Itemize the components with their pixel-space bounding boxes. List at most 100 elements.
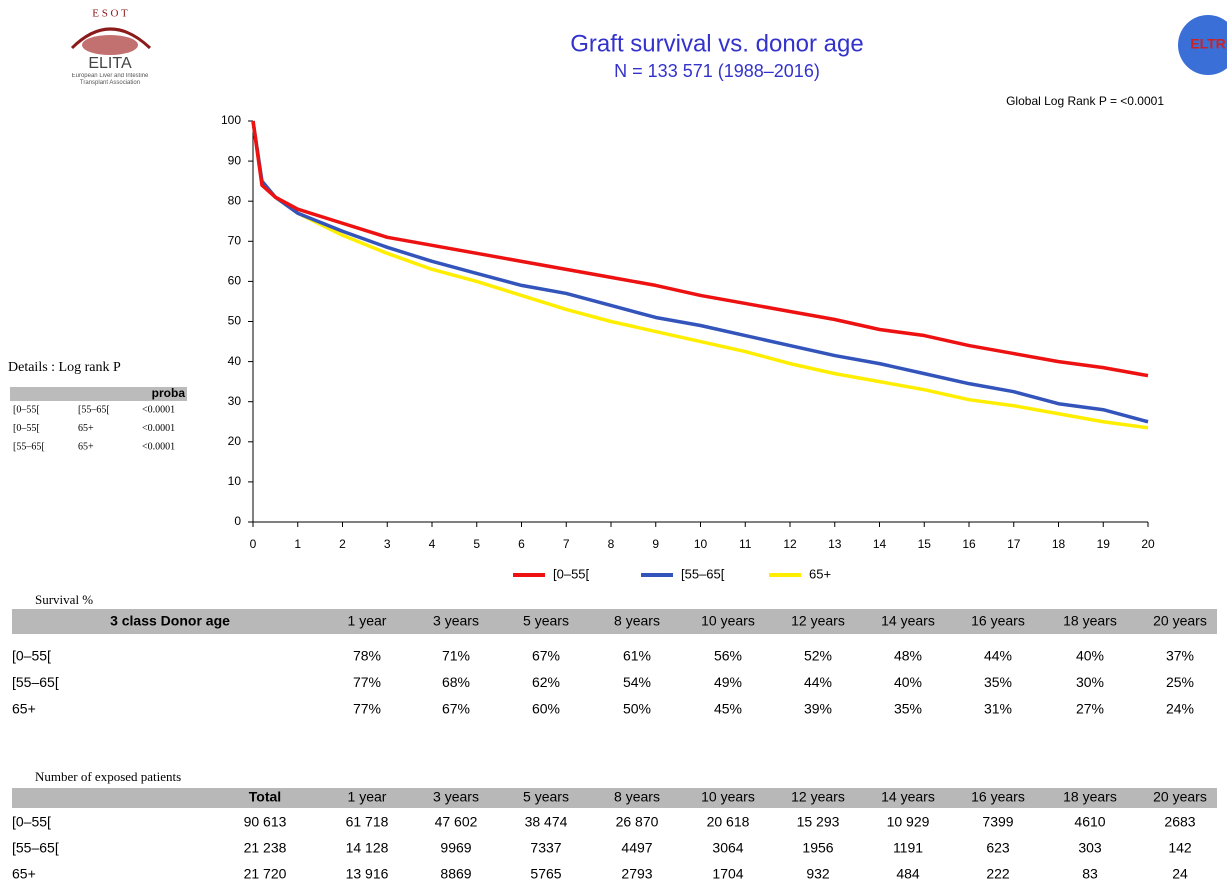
table-header-cell: 14 years <box>881 613 935 629</box>
table-cell: 484 <box>896 866 920 882</box>
details-cell: <0.0001 <box>142 441 175 452</box>
details-cell: [55–65[ <box>78 404 110 415</box>
table-cell: 3064 <box>712 840 743 856</box>
x-tick-label: 1 <box>294 537 301 551</box>
table-header-cell: 3 years <box>433 789 479 805</box>
table-cell: 26 870 <box>616 814 659 830</box>
table-cell: 932 <box>806 866 830 882</box>
table-cell: 77% <box>353 674 381 690</box>
details-cell: 65+ <box>78 441 94 452</box>
row-label: [0–55[ <box>12 648 51 664</box>
logo-globe <box>1178 15 1227 75</box>
table-header-cell: 8 years <box>614 789 660 805</box>
table-cell: 45% <box>714 701 742 717</box>
table-header-cell: 16 years <box>971 613 1025 629</box>
table-cell: 60% <box>532 701 560 717</box>
series-line <box>251 120 1149 378</box>
table-header-label: 3 class Donor age <box>110 613 230 629</box>
table-cell: 68% <box>442 674 470 690</box>
x-tick-label: 12 <box>783 537 797 551</box>
x-tick-label: 17 <box>1007 537 1021 551</box>
table-cell: 37% <box>1166 648 1194 664</box>
table-cell: 40% <box>1076 648 1104 664</box>
table-header-bar <box>12 609 1217 634</box>
y-tick-label: 50 <box>228 314 242 328</box>
table-cell: 623 <box>986 840 1010 856</box>
table-header-cell: 10 years <box>701 613 755 629</box>
table-header-cell: 5 years <box>523 613 569 629</box>
x-tick-label: 13 <box>828 537 842 551</box>
x-tick-label: 2 <box>339 537 346 551</box>
table-cell: 50% <box>623 701 651 717</box>
x-tick-label: 19 <box>1097 537 1111 551</box>
table-cell: 30% <box>1076 674 1104 690</box>
x-tick-label: 10 <box>694 537 708 551</box>
table-cell: 67% <box>532 648 560 664</box>
x-tick-label: 6 <box>518 537 525 551</box>
table-cell: 142 <box>1168 840 1192 856</box>
table-cell: 78% <box>353 648 381 664</box>
table-header-cell: 14 years <box>881 789 935 805</box>
details-cell: 65+ <box>78 423 94 434</box>
table-header-cell: 5 years <box>523 789 569 805</box>
table-cell: 4497 <box>621 840 652 856</box>
logo-subtitle: European Liver and Intestine Transplant … <box>71 73 149 86</box>
logo-sub-box: European Liver and Intestine Transplant … <box>71 73 149 86</box>
table-cell: 21 238 <box>244 840 287 856</box>
details-header: proba <box>152 386 186 400</box>
table-cell: 83 <box>1082 866 1098 882</box>
table-cell: 49% <box>714 674 742 690</box>
legend-label: 65+ <box>809 566 831 581</box>
table-cell: 61 718 <box>346 814 389 830</box>
y-tick-label: 30 <box>228 394 242 408</box>
table-cell: 27% <box>1076 701 1104 717</box>
row-label: [55–65[ <box>12 674 59 690</box>
table-header-cell: 3 years <box>433 613 479 629</box>
details-cell: [0–55[ <box>13 404 40 415</box>
annotation: Global Log Rank P = <0.0001 <box>1006 94 1164 108</box>
table-cell: 5765 <box>530 866 561 882</box>
table-cell: 38 474 <box>525 814 568 830</box>
logo-name: ELTR <box>1190 36 1226 52</box>
table-cell: 13 916 <box>346 866 389 882</box>
y-tick-label: 60 <box>228 274 242 288</box>
table-header-cell: 18 years <box>1063 789 1117 805</box>
chart-title: Graft survival vs. donor age <box>570 30 863 57</box>
table-cell: 21 720 <box>244 866 287 882</box>
table-cell: 222 <box>986 866 1010 882</box>
details-cell: [55–65[ <box>13 441 45 452</box>
y-tick-label: 80 <box>228 193 242 207</box>
row-label: 65+ <box>12 866 36 882</box>
details-cell: <0.0001 <box>142 404 175 415</box>
x-tick-label: 8 <box>608 537 615 551</box>
table-cell: 1956 <box>802 840 833 856</box>
table-cell: 31% <box>984 701 1012 717</box>
table-header-cell: 18 years <box>1063 613 1117 629</box>
y-tick-label: 40 <box>228 354 242 368</box>
table-cell: 52% <box>804 648 832 664</box>
table-cell: 62% <box>532 674 560 690</box>
table-cell: 4610 <box>1074 814 1105 830</box>
logo-shape <box>82 35 138 55</box>
table-cell: 2683 <box>1164 814 1195 830</box>
table-cell: 44% <box>984 648 1012 664</box>
table-cell: 2793 <box>621 866 652 882</box>
legend-label: [55–65[ <box>681 566 725 581</box>
y-tick-label: 10 <box>228 474 242 488</box>
table-cell: 61% <box>623 648 651 664</box>
x-tick-label: 5 <box>473 537 480 551</box>
table-cell: 90 613 <box>244 814 287 830</box>
x-tick-label: 15 <box>918 537 932 551</box>
table-cell: 44% <box>804 674 832 690</box>
table-cell: 14 128 <box>346 840 389 856</box>
logo-letters: E S O T <box>92 8 128 20</box>
details-title: Details : Log rank P <box>8 360 121 375</box>
table-header-cell: 1 year <box>348 789 387 805</box>
table-caption: Number of exposed patients <box>35 769 181 784</box>
table-header-bar <box>12 788 1217 808</box>
table-header-cell: 12 years <box>791 613 845 629</box>
x-tick-label: 20 <box>1141 537 1155 551</box>
table-cell: 25% <box>1166 674 1194 690</box>
row-label: [0–55[ <box>12 814 51 830</box>
table-cell: 20 618 <box>707 814 750 830</box>
